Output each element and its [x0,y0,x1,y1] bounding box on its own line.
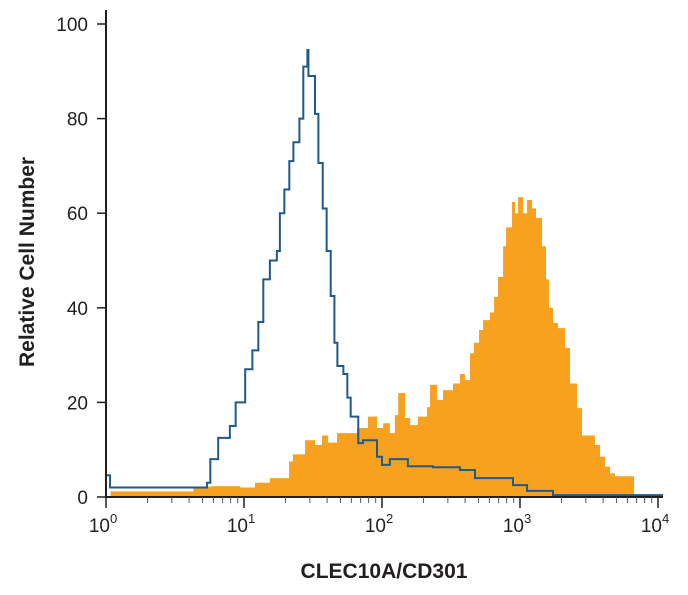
x-tick-base: 10 [365,516,386,537]
x-tick-base: 10 [503,516,524,537]
filled-histogram [110,197,634,498]
x-tick-label: 103 [503,511,531,537]
y-ticks: 0 20 40 60 80 100 [56,15,106,509]
x-tick-exponent: 2 [386,511,393,526]
x-tick-base: 10 [227,516,248,537]
x-tick-label: 101 [227,511,255,537]
x-tick-base: 10 [89,516,110,537]
x-tick-exponent: 3 [524,511,531,526]
outline-histogram [105,49,664,497]
x-tick-exponent: 0 [110,511,117,526]
series-layer [105,49,664,498]
x-tick-label: 102 [365,511,393,537]
x-tick-exponent: 1 [248,511,255,526]
y-tick-label: 60 [67,204,88,225]
y-tick-label: 80 [67,110,88,131]
x-tick-label: 104 [641,511,669,537]
y-tick-label: 20 [67,393,88,414]
y-tick-label: 0 [77,488,88,509]
y-tick-label: 40 [67,299,88,320]
y-tick-label: 100 [56,15,88,36]
x-axis-title: CLEC10A/CD301 [301,560,468,583]
x-tick-base: 10 [641,516,662,537]
x-ticks: 100 101 102 103 104 [89,497,669,537]
x-tick-exponent: 4 [662,511,669,526]
x-tick-label: 100 [89,511,117,537]
y-axis-title: Relative Cell Number [16,157,39,367]
